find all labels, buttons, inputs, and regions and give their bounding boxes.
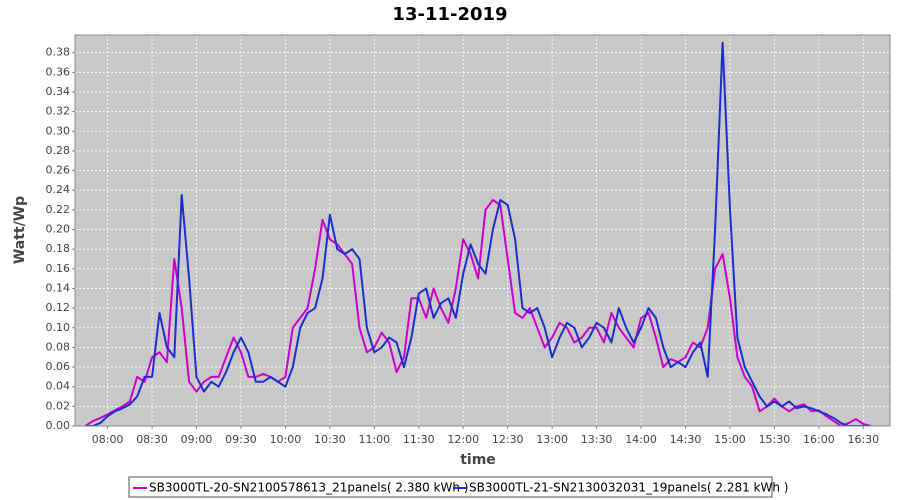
x-tick-label: 15:30 — [759, 433, 791, 446]
x-tick-label: 08:30 — [136, 433, 168, 446]
x-axis-label: time — [460, 452, 496, 468]
x-tick-label: 14:30 — [670, 433, 702, 446]
x-tick-label: 10:00 — [270, 433, 302, 446]
y-tick-label: 0.12 — [46, 301, 71, 314]
x-tick-label: 13:30 — [581, 433, 613, 446]
y-tick-label: 0.06 — [46, 360, 71, 373]
y-tick-label: 0.26 — [46, 164, 71, 177]
x-tick-label: 16:30 — [847, 433, 879, 446]
y-tick-label: 0.28 — [46, 144, 71, 157]
plot-border — [74, 34, 891, 427]
y-tick-label: 0.14 — [46, 281, 71, 294]
x-tick-label: 12:00 — [447, 433, 479, 446]
y-tick-label: 0.36 — [46, 65, 71, 78]
y-axis-label: Watt/Wp — [12, 196, 28, 264]
y-tick-label: 0.20 — [46, 223, 71, 236]
x-tick-label: 15:00 — [714, 433, 746, 446]
y-tick-label: 0.08 — [46, 340, 71, 353]
legend-label: SB3000TL-20-SN2100578613_21panels( 2.380… — [149, 481, 468, 495]
y-tick-label: 0.32 — [46, 105, 71, 118]
legend — [128, 476, 773, 498]
y-tick-label: 0.10 — [46, 321, 71, 334]
y-tick-label: 0.18 — [46, 242, 71, 255]
y-tick-label: 0.02 — [46, 399, 71, 412]
chart-title: 13-11-2019 — [392, 4, 507, 25]
series-line — [84, 199, 871, 426]
y-tick-label: 0.30 — [46, 124, 71, 137]
y-tick-label: 0.04 — [46, 380, 71, 393]
x-tick-label: 09:30 — [225, 433, 257, 446]
y-tick-label: 0.24 — [46, 183, 71, 196]
x-tick-label: 08:00 — [92, 433, 124, 446]
x-tick-label: 09:00 — [181, 433, 213, 446]
legend-label: SB3000TL-21-SN2130032031_19panels( 2.281… — [469, 481, 788, 495]
x-tick-label: 11:30 — [403, 433, 435, 446]
x-tick-label: 16:00 — [803, 433, 835, 446]
x-tick-label: 10:30 — [314, 433, 346, 446]
x-tick-label: 13:00 — [536, 433, 568, 446]
y-tick-label: 0.38 — [46, 46, 71, 59]
y-tick-label: 0.16 — [46, 262, 71, 275]
y-tick-label: 0.34 — [46, 85, 71, 98]
x-tick-label: 14:00 — [625, 433, 657, 446]
x-tick-label: 12:30 — [492, 433, 524, 446]
x-tick-label: 11:00 — [358, 433, 390, 446]
y-tick-label: 0.22 — [46, 203, 71, 216]
series-line — [85, 41, 871, 426]
y-tick-label: 0.00 — [46, 419, 71, 432]
